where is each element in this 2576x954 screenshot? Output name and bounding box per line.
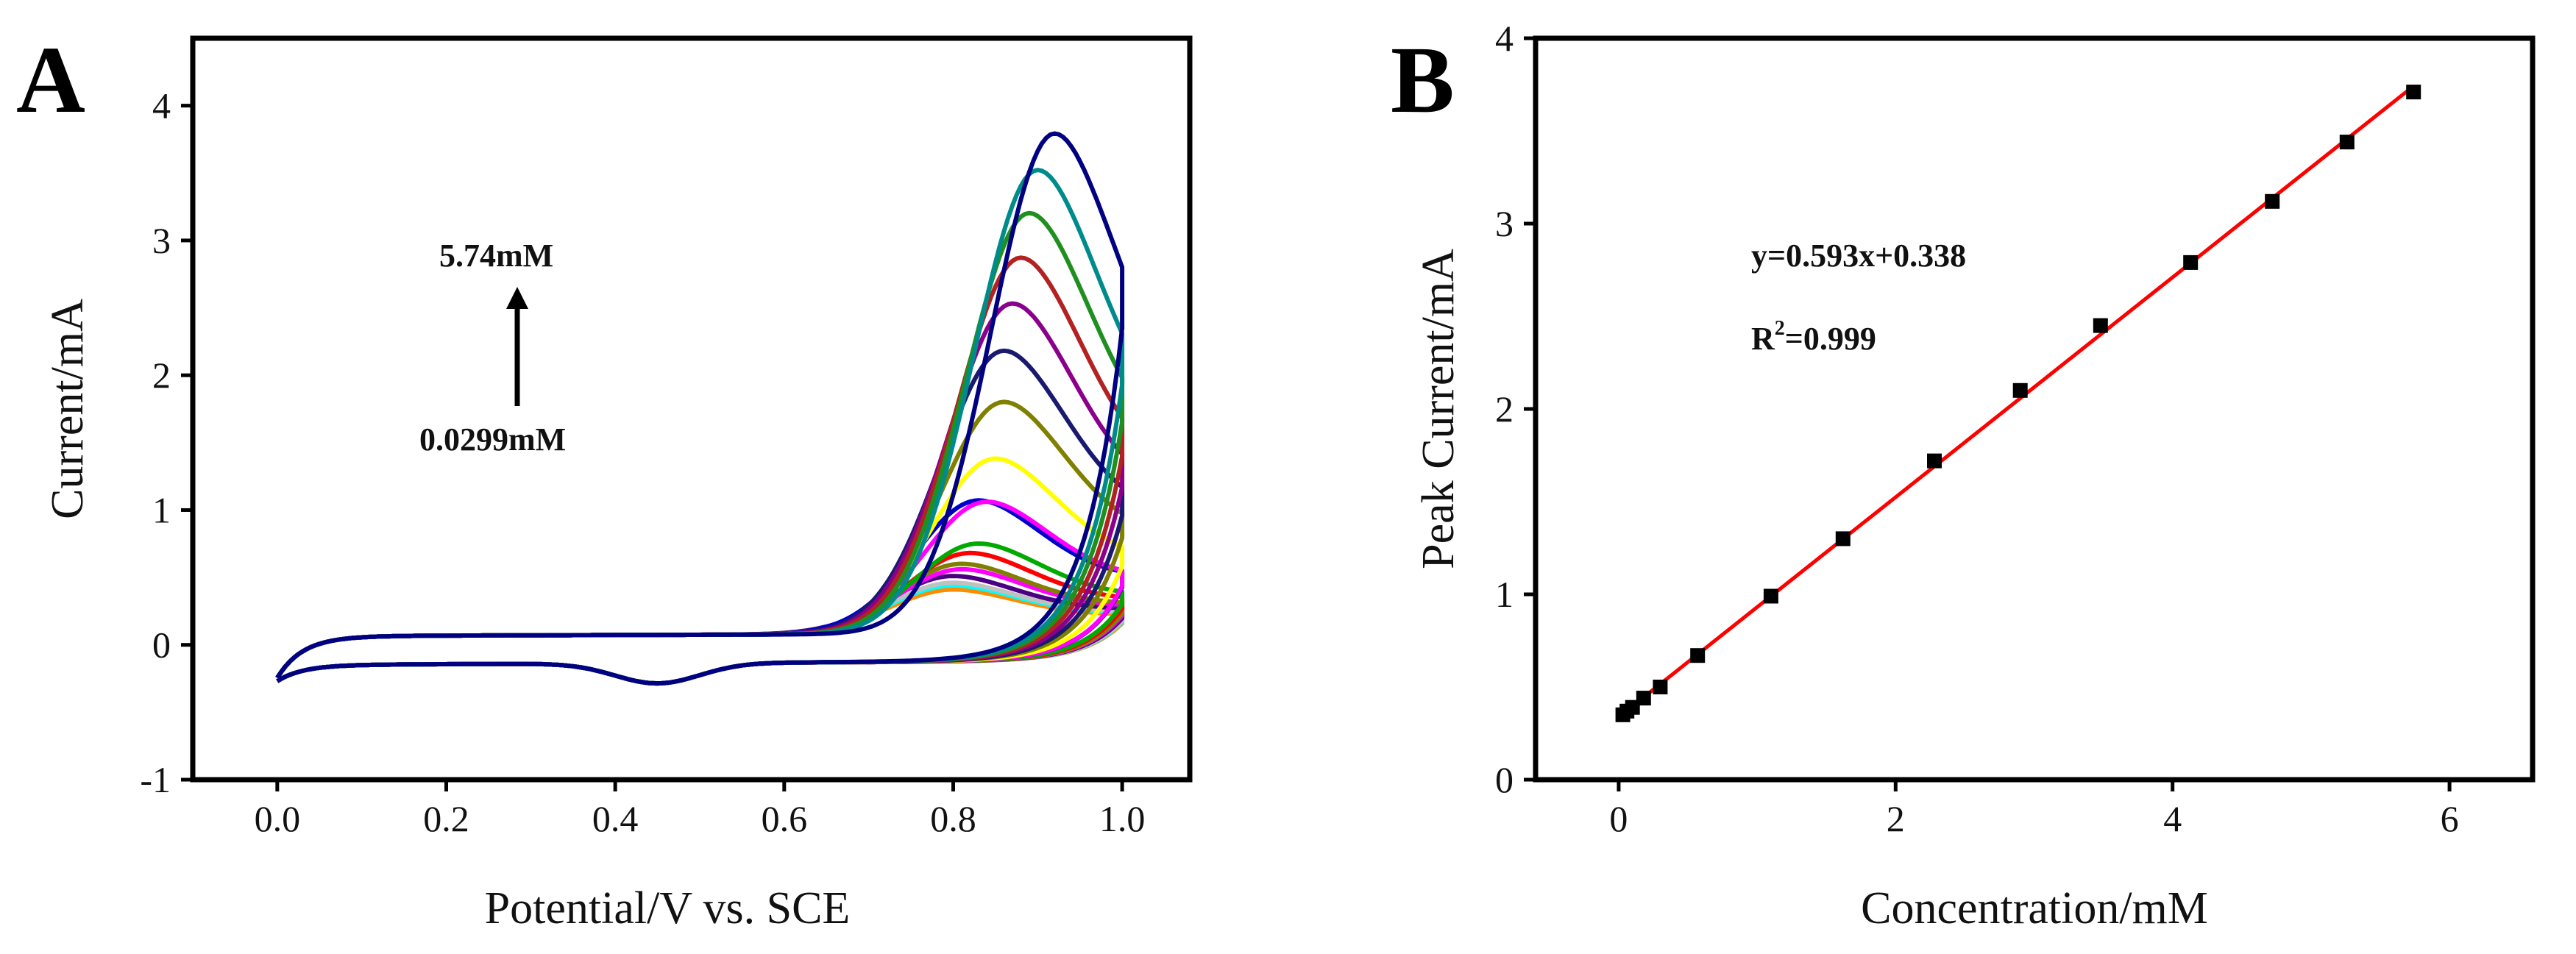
y-tick-label: 0 [1495, 759, 1514, 800]
r-squared-value: =0.999 [1785, 321, 1876, 357]
x-tick-label: 1.0 [1099, 798, 1146, 839]
data-point [1653, 680, 1668, 694]
y-tick-label: 2 [1495, 388, 1514, 430]
data-point [1636, 691, 1651, 706]
cv-curve [275, 301, 1125, 686]
panel-a-label: A [16, 27, 85, 133]
x-tick-label: 0 [1609, 798, 1628, 839]
cv-curve [275, 131, 1125, 686]
y-tick-label: 1 [152, 489, 171, 530]
y-tick-label: 3 [1495, 203, 1514, 244]
x-tick-label: 6 [2441, 798, 2459, 839]
annotation-bottom: 0.0299mM [419, 421, 566, 458]
x-axis-label: Concentration/mM [1861, 883, 2208, 933]
data-point [2183, 254, 2199, 270]
r-squared: R2=0.999 [1751, 317, 1876, 357]
panel-a: A 0.0 0.2 0.4 0.6 0.8 1.0 -1 0 1 2 3 4 Potential/V… [16, 27, 1193, 933]
x-tick-label: 0.8 [930, 798, 976, 839]
data-point [1763, 588, 1778, 604]
panel-b: B 0 2 4 6 0 1 2 3 4 Concentration/mM Peak Curre… [1391, 18, 2536, 933]
r-squared-superscript: 2 [1775, 317, 1785, 340]
y-axis-ticks: -1 0 1 2 3 4 [140, 85, 193, 800]
y-tick-label: 4 [152, 85, 171, 127]
cv-curve [275, 399, 1125, 686]
y-tick-label: -1 [140, 759, 171, 800]
y-axis-label: Peak Current/mA [1413, 249, 1463, 569]
data-point [2265, 193, 2280, 209]
x-axis-ticks: 0 2 4 6 [1609, 780, 2459, 839]
y-tick-label: 1 [1495, 574, 1514, 615]
x-tick-label: 0.2 [423, 798, 469, 839]
cv-curve [275, 255, 1125, 686]
data-points [1615, 85, 2421, 722]
data-point [1835, 531, 1851, 547]
x-tick-label: 0.4 [592, 798, 639, 839]
data-point [2339, 135, 2355, 150]
data-point [1927, 453, 1942, 469]
data-point [2093, 318, 2108, 333]
fit-line [1617, 85, 2415, 719]
r-squared-prefix: R [1751, 321, 1775, 357]
panel-b-label: B [1391, 27, 1455, 133]
data-point [2012, 382, 2028, 398]
concentration-arrow-head [506, 287, 528, 309]
x-axis-ticks: 0.0 0.2 0.4 0.6 0.8 1.0 [255, 780, 1146, 839]
y-tick-label: 0 [152, 624, 171, 666]
data-point [2406, 85, 2421, 100]
cv-curves [275, 131, 1125, 686]
y-axis-ticks: 0 1 2 3 4 [1495, 18, 1536, 800]
annotation-top: 5.74mM [439, 238, 553, 274]
y-tick-label: 3 [152, 220, 171, 261]
panel-b-frame [1533, 35, 2536, 783]
y-tick-label: 2 [152, 355, 171, 396]
cv-curve [275, 168, 1125, 686]
panel-a-frame [190, 35, 1193, 783]
y-axis-label: Current/mA [43, 299, 93, 519]
y-tick-label: 4 [1495, 18, 1514, 59]
data-point [1625, 700, 1640, 715]
x-axis-label: Potential/V vs. SCE [485, 883, 851, 933]
data-point [1690, 648, 1706, 663]
x-tick-label: 4 [2163, 798, 2182, 839]
x-tick-label: 0.0 [255, 798, 301, 839]
fit-equation: y=0.593x+0.338 [1751, 238, 1966, 274]
x-tick-label: 0.6 [762, 798, 808, 839]
x-tick-label: 2 [1887, 798, 1905, 839]
